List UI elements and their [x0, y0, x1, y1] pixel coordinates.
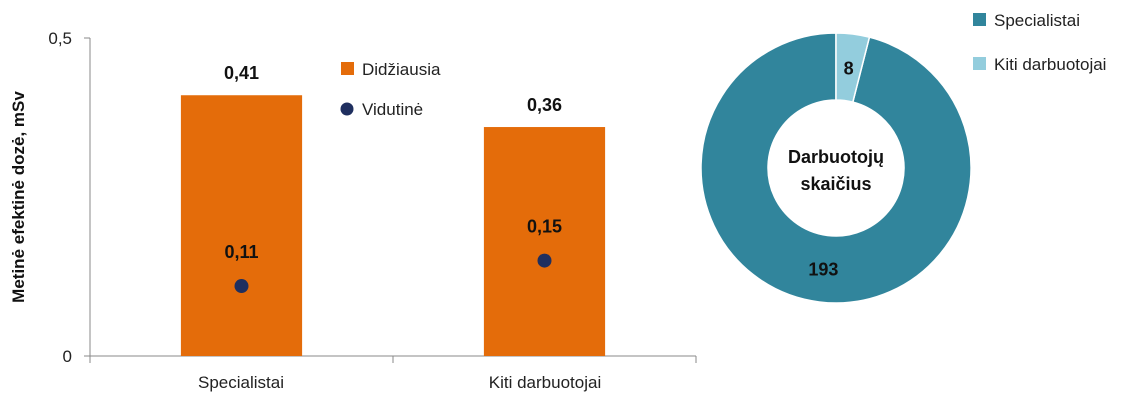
data-label-vidutine-0: 0,11 [224, 242, 258, 262]
marker-vidutine-0 [234, 279, 249, 294]
legend-label-kiti-darbuotojai: Kiti darbuotojai [994, 55, 1106, 74]
legend-swatch-didziausia [341, 62, 354, 75]
legend-swatch-kiti-darbuotojai [973, 57, 986, 70]
data-label-vidutine-1: 0,15 [527, 217, 562, 237]
donut-slice-label-1: 8 [844, 58, 854, 78]
donut-slice-0 [700, 32, 972, 304]
legend-label-didziausia: Didžiausia [362, 60, 441, 79]
x-category-label-1: Kiti darbuotojai [489, 373, 601, 392]
legend-label-specialistai: Specialistai [994, 11, 1080, 30]
legend-label-vidutine: Vidutinė [362, 100, 423, 119]
bar-didziausia-1 [483, 127, 606, 356]
legend-marker-vidutine [340, 102, 354, 116]
data-label-didziausia-1: 0,36 [527, 95, 562, 115]
data-label-didziausia-0: 0,41 [224, 63, 259, 83]
bar-didziausia-0 [180, 95, 303, 357]
donut-slice-label-0: 193 [808, 260, 838, 280]
donut-center-label-line2: skaičius [800, 174, 871, 194]
bar-series-group: 0,41 0,36 [180, 63, 606, 357]
x-category-label-0: Specialistai [198, 373, 284, 392]
donut-slice-1 [835, 32, 871, 104]
legend-swatch-specialistai [973, 13, 986, 26]
y-tick-label-bottom: 0 [63, 347, 72, 366]
donut-center-label-line1: Darbuotojų [788, 147, 884, 167]
marker-vidutine-1 [537, 253, 552, 268]
y-tick-label-top: 0,5 [48, 29, 72, 48]
marker-series-group: 0,11 0,15 [224, 217, 562, 294]
y-axis-title: Metinė efektinė dozė, mSv [9, 91, 28, 303]
